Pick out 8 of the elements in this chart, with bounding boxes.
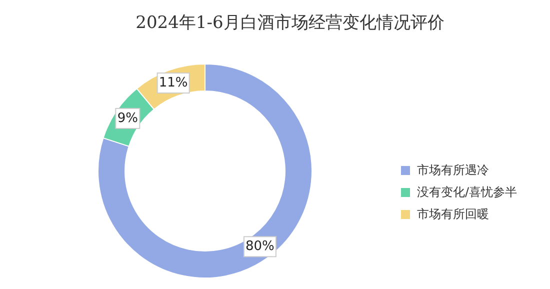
donut-slice xyxy=(98,64,312,278)
legend-label: 市场有所回暖 xyxy=(416,206,489,222)
data-label: 11% xyxy=(158,76,188,91)
data-label: 9% xyxy=(117,110,138,126)
data-label: 80% xyxy=(246,239,274,254)
chart-title: 2024年1-6月白酒市场经营变化情况评价 xyxy=(134,12,446,35)
legend-label: 没有变化/喜忧参半 xyxy=(416,184,517,200)
legend-label: 市场有所遇冷 xyxy=(416,162,489,178)
